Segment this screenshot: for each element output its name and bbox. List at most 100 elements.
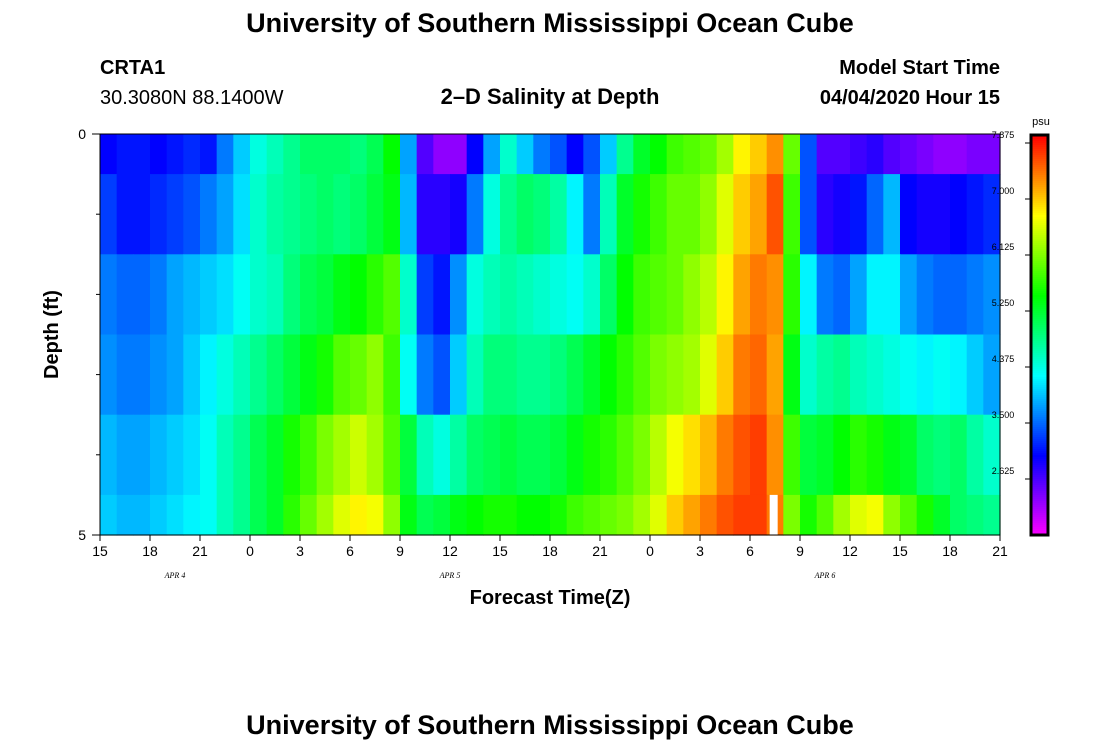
colorbar-segment (1031, 359, 1048, 362)
heatmap-cell (466, 134, 484, 175)
heatmap-cell (516, 494, 534, 536)
heatmap-cell (716, 334, 734, 416)
colorbar-segment (1031, 251, 1048, 254)
model-start-value: 04/04/2020 Hour 15 (819, 87, 1000, 109)
heatmap-cell (850, 494, 868, 536)
colorbar-segment (1031, 409, 1048, 412)
heatmap-cell (250, 414, 268, 496)
colorbar-segment (1031, 289, 1048, 292)
heatmap-cell (683, 414, 701, 496)
heatmap-cell (600, 174, 618, 255)
heatmap-cell (433, 494, 451, 536)
colorbar-segment (1031, 333, 1048, 336)
heatmap-cell (133, 414, 151, 496)
heatmap-cell (600, 134, 618, 175)
heatmap-cell (266, 494, 284, 536)
heatmap-cells (100, 134, 1001, 536)
heatmap-cell (133, 254, 151, 336)
colorbar-segment (1031, 157, 1048, 160)
colorbar-segment (1031, 439, 1048, 442)
heatmap-cell (233, 134, 251, 175)
heatmap-cell (600, 254, 618, 336)
x-tick-label: 0 (646, 543, 654, 559)
colorbar-segment (1031, 487, 1048, 490)
heatmap-cell (216, 254, 234, 336)
heatmap-cell (916, 174, 934, 255)
heatmap-cell (233, 254, 251, 336)
heatmap-cell (516, 174, 534, 255)
heatmap-cell (783, 334, 801, 416)
heatmap-cell (200, 494, 218, 536)
heatmap-cell (500, 174, 518, 255)
colorbar-segment (1031, 291, 1048, 294)
x-tick-label: 12 (842, 543, 858, 559)
colorbar-segment (1031, 269, 1048, 272)
colorbar-segment (1031, 167, 1048, 170)
colorbar-segment (1031, 391, 1048, 394)
heatmap-cell (900, 174, 918, 255)
colorbar-segment (1031, 329, 1048, 332)
heatmap-cell (366, 174, 384, 255)
colorbar-segment (1031, 483, 1048, 486)
colorbar-segment (1031, 263, 1048, 266)
heatmap-cell (950, 254, 968, 336)
colorbar-segment (1031, 241, 1048, 244)
page-title: University of Southern Mississippi Ocean… (246, 8, 854, 38)
heatmap-cell (233, 334, 251, 416)
heatmap-cell (100, 334, 118, 416)
heatmap-cell (266, 174, 284, 255)
heatmap-cell (766, 414, 784, 496)
heatmap-cell (616, 334, 634, 416)
heatmap-cell (416, 134, 434, 175)
heatmap-cell (350, 134, 368, 175)
colorbar-segment (1031, 353, 1048, 356)
colorbar-segment (1031, 305, 1048, 308)
heatmap-cell (950, 134, 968, 175)
heatmap-cell (183, 494, 201, 536)
colorbar-segment (1031, 221, 1048, 224)
colorbar: 7.875 7.000 6.125 5.250 4.375 3.500 2.625 (992, 130, 1050, 537)
colorbar-segment (1031, 273, 1048, 276)
colorbar-segment (1031, 519, 1048, 522)
colorbar-segment (1031, 445, 1048, 448)
heatmap-cell (433, 334, 451, 416)
heatmap-cell (516, 134, 534, 175)
heatmap-cell (633, 334, 651, 416)
colorbar-tick-label: 3.500 (992, 410, 1015, 420)
colorbar-segment (1031, 387, 1048, 390)
colorbar-segment (1031, 147, 1048, 150)
heatmap-cell (233, 174, 251, 255)
heatmap-cell (183, 134, 201, 175)
heatmap-cell (600, 414, 618, 496)
heatmap-cell (766, 334, 784, 416)
heatmap-cell (416, 174, 434, 255)
colorbar-segment (1031, 275, 1048, 278)
heatmap-cell (616, 414, 634, 496)
colorbar-segment (1031, 415, 1048, 418)
heatmap-cell (766, 254, 784, 336)
x-tick-label: 6 (346, 543, 354, 559)
heatmap-cell (750, 254, 768, 336)
heatmap-cell (333, 494, 351, 536)
colorbar-segment (1031, 381, 1048, 384)
colorbar-segment (1031, 491, 1048, 494)
colorbar-segment (1031, 499, 1048, 502)
heatmap-cell (466, 494, 484, 536)
heatmap-cell (350, 334, 368, 416)
missing-data-gap (769, 494, 778, 535)
colorbar-tick-label: 4.375 (992, 354, 1015, 364)
colorbar-segment (1031, 313, 1048, 316)
heatmap-cell (200, 174, 218, 255)
heatmap-cell (283, 334, 301, 416)
x-tick-label: 21 (992, 543, 1008, 559)
heatmap-cell (500, 414, 518, 496)
heatmap-cell (666, 494, 684, 536)
colorbar-segment (1031, 455, 1048, 458)
colorbar-segment (1031, 465, 1048, 468)
heatmap-cell (283, 494, 301, 536)
heatmap-cell (483, 174, 501, 255)
heatmap-cell (383, 254, 401, 336)
colorbar-segment (1031, 293, 1048, 296)
colorbar-segment (1031, 473, 1048, 476)
heatmap-cell (716, 414, 734, 496)
